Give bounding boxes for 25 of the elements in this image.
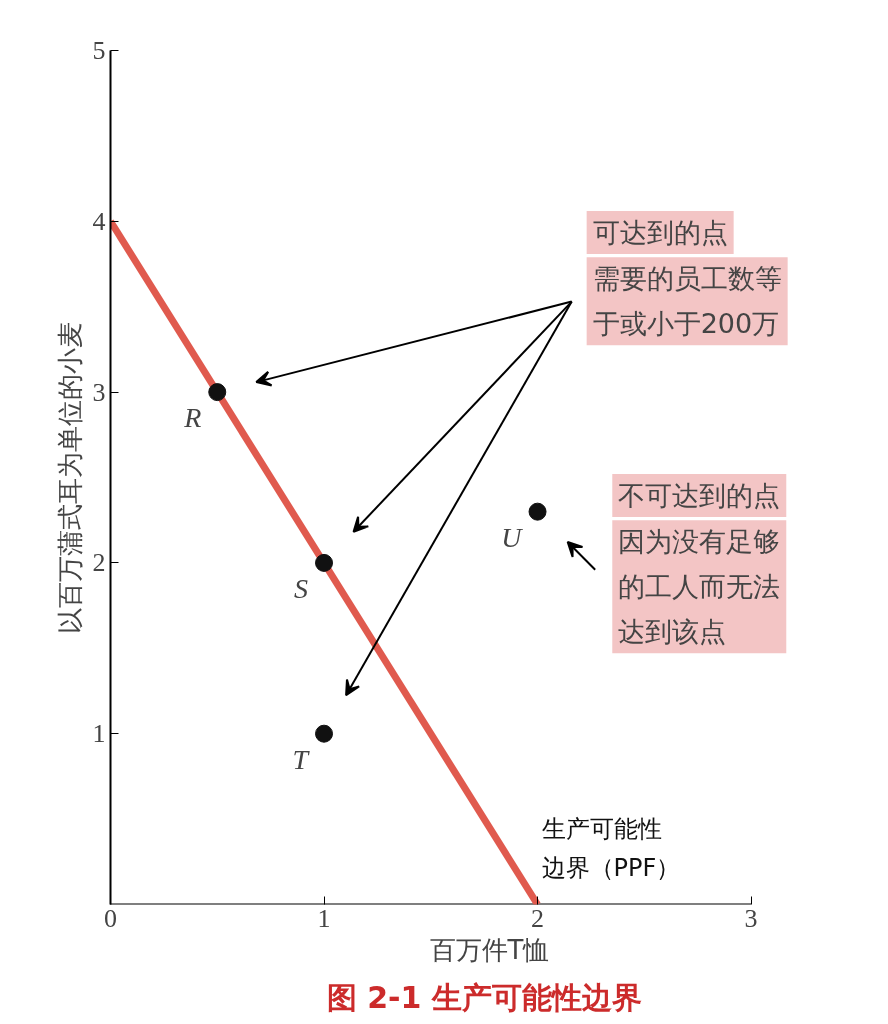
y-axis-title: 以百万蒲式耳为单位的小麦 bbox=[54, 321, 85, 634]
annotation: 需要的员工数等于或小于200万 bbox=[592, 263, 782, 340]
x-tick-label: 0 bbox=[104, 903, 117, 933]
y-tick-label: 2 bbox=[92, 548, 106, 578]
point bbox=[528, 502, 547, 521]
x-tick-label: 1 bbox=[317, 903, 331, 933]
point bbox=[208, 383, 227, 402]
x-tick-label: 2 bbox=[531, 903, 545, 933]
annotation: 不可达到的点 bbox=[618, 480, 781, 512]
y-tick-label: 1 bbox=[92, 719, 106, 749]
annotation: R bbox=[183, 402, 202, 434]
y-tick-label: 4 bbox=[92, 206, 106, 236]
annotation: T bbox=[292, 743, 311, 775]
annotation: 可达到的点 bbox=[592, 217, 728, 249]
point bbox=[315, 553, 334, 572]
x-tick-label: 3 bbox=[744, 903, 758, 933]
point bbox=[315, 724, 334, 743]
annotation: S bbox=[294, 572, 309, 604]
series-label: 生产可能性边界（PPF） bbox=[541, 815, 681, 883]
text: 图 2-1 生产可能性边界 bbox=[326, 979, 642, 1015]
annotation: 因为没有足够的工人而无法达到该点 bbox=[618, 526, 781, 648]
x-axis-title: 百万件T恤 bbox=[429, 934, 550, 965]
annotation: U bbox=[501, 521, 524, 553]
y-tick-label: 5 bbox=[92, 36, 106, 65]
y-tick-label: 3 bbox=[92, 377, 106, 407]
